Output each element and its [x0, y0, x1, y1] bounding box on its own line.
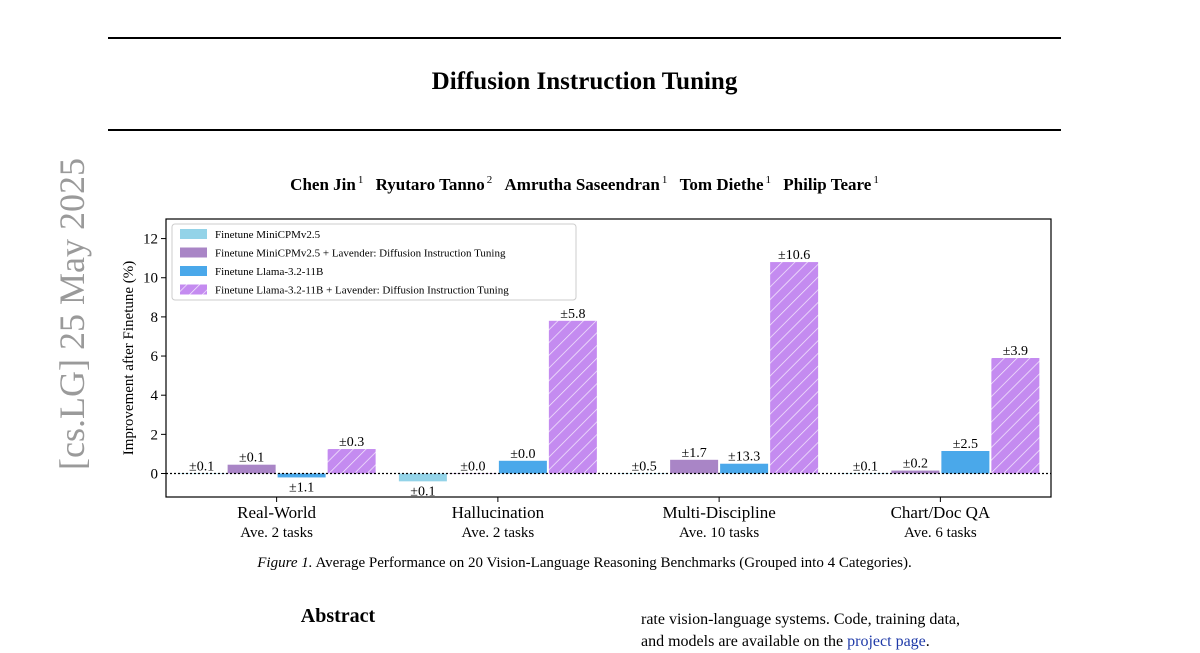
caption-text: Average Performance on 20 Vision-Languag… [315, 555, 912, 571]
x-category-label: Hallucination [452, 503, 545, 522]
legend-box [171, 223, 577, 301]
legend-swatch [180, 284, 207, 295]
legend-entry: Finetune MiniCPMv2.5 [215, 229, 321, 241]
bar-error-label: ±0.0 [460, 460, 485, 475]
y-axis-label: Improvement after Finetune (%) [121, 261, 137, 456]
bar [891, 470, 940, 474]
y-tick-label: 4 [151, 388, 159, 404]
project-page-link[interactable]: project page [847, 633, 926, 650]
bar [991, 358, 1040, 474]
author-3: Amrutha Saseendran 1 [504, 174, 668, 194]
author-name: Tom Diethe [679, 174, 764, 194]
legend-entry: Finetune Llama-3.2-11B + Lavender: Diffu… [215, 285, 509, 297]
author-name: Chen Jin [290, 174, 356, 194]
author-affiliation: 1 [661, 174, 668, 186]
author-2: Ryutaro Tanno 2 [375, 174, 493, 194]
author-list: Chen Jin 1 Ryutaro Tanno 2 Amrutha Saseend… [108, 174, 1061, 195]
bar-error-label: ±2.5 [953, 437, 978, 452]
bar [548, 320, 597, 474]
bar [620, 473, 669, 475]
top-rule [108, 37, 1061, 39]
bar [498, 460, 547, 474]
bar-error-label: ±0.2 [903, 457, 928, 472]
x-category-label: Real-World [237, 503, 316, 522]
bar [227, 464, 276, 474]
body-line: rate vision-language systems. Code, trai… [641, 611, 961, 628]
bar-error-label: ±3.9 [1003, 344, 1028, 359]
bar [720, 463, 769, 474]
figure-caption: Figure 1. Average Performance on 20 Visi… [108, 555, 1061, 572]
author-name: Amrutha Saseendran [504, 174, 660, 194]
x-category-sublabel: Ave. 2 tasks [462, 525, 535, 541]
bar [398, 473, 447, 482]
bar-error-label: ±5.8 [560, 307, 585, 322]
bar-error-label: ±0.1 [410, 484, 435, 499]
bar-error-label: ±10.6 [778, 248, 810, 263]
y-tick-label: 0 [151, 467, 159, 483]
author-affiliation: 1 [357, 174, 364, 186]
legend-swatch [180, 247, 207, 258]
bar [327, 449, 376, 474]
legend-swatch [180, 266, 207, 276]
bar [670, 459, 719, 474]
author-affiliation: 1 [765, 174, 772, 186]
bar-error-label: ±0.1 [853, 460, 878, 475]
bar-error-label: ±0.1 [189, 460, 214, 475]
abstract-heading: Abstract [300, 605, 376, 627]
title-bottom-rule [108, 129, 1061, 131]
body-text: . [925, 633, 930, 650]
legend-entry: Finetune Llama-3.2-11B [215, 266, 323, 278]
body-line: and models are available on the project … [641, 631, 1061, 653]
bar-error-label: ±0.5 [632, 460, 657, 475]
bar-error-label: ±1.7 [682, 446, 707, 461]
right-column-text: rate vision-language systems. Code, trai… [641, 609, 1061, 653]
author-name: Philip Teare [783, 174, 872, 194]
bar [277, 473, 326, 478]
y-tick-label: 2 [151, 427, 159, 443]
author-5: Philip Teare 1 [783, 174, 879, 194]
y-tick-label: 10 [143, 271, 158, 287]
bar [941, 450, 990, 474]
bar-error-label: ±0.3 [339, 435, 364, 450]
x-category-label: Multi-Discipline [662, 503, 775, 522]
bar [448, 473, 497, 475]
bar-error-label: ±1.1 [289, 480, 314, 495]
plot-frame [165, 218, 1052, 498]
author-affiliation: 2 [486, 174, 493, 186]
legend-entry: Finetune MiniCPMv2.5 + Lavender: Diffusi… [215, 248, 506, 260]
author-affiliation: 1 [873, 174, 879, 186]
bar [841, 473, 890, 475]
x-category-sublabel: Ave. 6 tasks [904, 525, 977, 541]
x-category-label: Chart/Doc QA [891, 503, 991, 522]
legend-swatch [180, 229, 207, 239]
body-text: and models are available on the [641, 633, 848, 650]
x-category-sublabel: Ave. 10 tasks [679, 525, 759, 541]
chart-plot: 0 2 4 6 8 10 12 Improvement after Finetune (%) ±… [121, 218, 1052, 541]
y-tick-label: 8 [151, 310, 159, 326]
author-name: Ryutaro Tanno [375, 174, 485, 194]
y-tick-label: 12 [143, 232, 158, 248]
x-category-sublabel: Ave. 2 tasks [240, 525, 313, 541]
paper-title: Diffusion Instruction Tuning [431, 68, 738, 95]
author-1: Chen Jin 1 [290, 174, 364, 194]
bar [177, 473, 226, 475]
bar-error-label: ±0.1 [239, 451, 264, 466]
figure-1-chart: 0 2 4 6 8 10 12 Improvement after Finetune (%) ±… [121, 218, 1052, 541]
bar [770, 262, 819, 474]
bar-error-label: ±0.0 [510, 447, 535, 462]
y-tick-label: 6 [151, 349, 159, 365]
author-4: Tom Diethe 1 [679, 174, 772, 194]
caption-label: Figure 1. [257, 555, 313, 571]
bar-error-label: ±13.3 [728, 450, 760, 465]
